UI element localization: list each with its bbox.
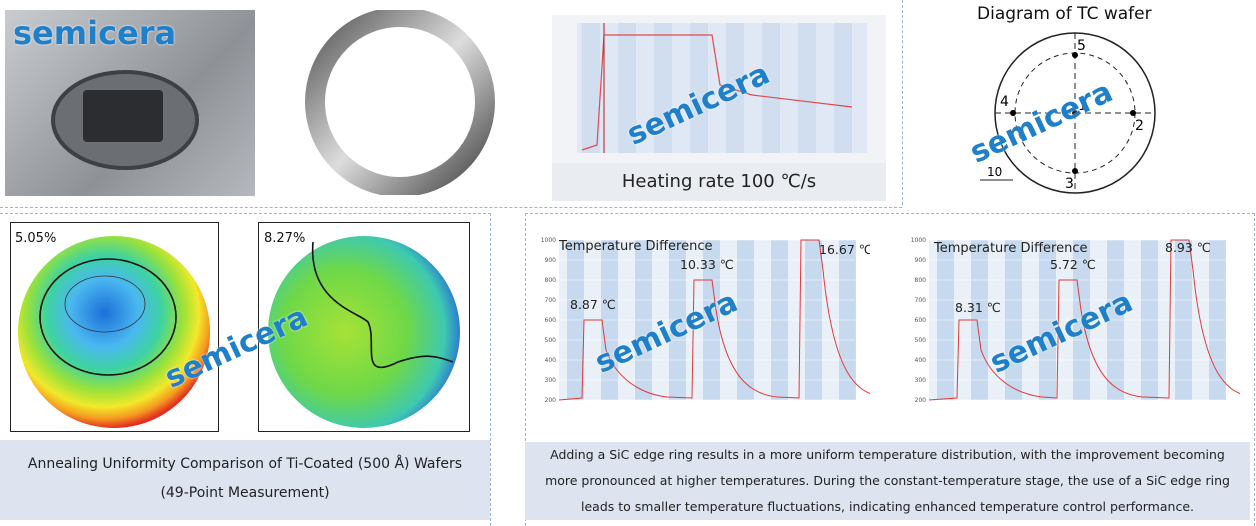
y-tick-label: 800: [915, 277, 927, 284]
heating-chart: [577, 23, 867, 153]
peak-label: 10.33 ℃: [680, 257, 734, 272]
diagram-label: 5: [1077, 38, 1086, 54]
separator: [0, 207, 902, 208]
y-tick-label: 700: [545, 297, 557, 304]
logo: semicera: [13, 14, 177, 52]
caption-line: (49-Point Measurement): [160, 485, 330, 501]
y-tick-label: 700: [915, 297, 927, 304]
map-label: 8.27%: [264, 231, 305, 246]
y-tick-label: 200: [915, 397, 927, 404]
y-tick-label: 800: [545, 277, 557, 284]
diagram-title: Diagram of TC wafer: [977, 4, 1152, 24]
y-tick-label: 200: [545, 397, 557, 404]
diagram-label: 1: [1078, 98, 1087, 114]
temperature-curve: [928, 239, 1240, 401]
plot-title: Temperature Difference: [933, 241, 1088, 256]
caption-line: Annealing Uniformity Comparison of Ti-Co…: [27, 456, 463, 472]
y-tick-label: 900: [545, 257, 557, 264]
maps-panel: [0, 213, 491, 526]
plots-panel: [525, 213, 1255, 526]
temperature-curve: [558, 239, 870, 401]
stripe: [654, 23, 672, 153]
stripe: [618, 23, 636, 153]
plot-title: Temperature Difference: [558, 239, 713, 254]
diagram-label: 4: [1000, 94, 1009, 110]
y-tick-label: 1000: [911, 237, 926, 244]
y-tick-label: 300: [915, 377, 927, 384]
chamber-drawing: [51, 70, 199, 170]
maps-caption: Annealing Uniformity Comparison of Ti-Co…: [0, 440, 490, 520]
uniformity-map: 8.27%: [258, 222, 470, 432]
temperature-plot: 1000 900 800 700 600 500 400 300 200 Temperature …: [911, 237, 1240, 404]
peak-label: 8.31 ℃: [955, 300, 1001, 315]
diagram-panel: Diagram of TC wafer 1 2 3 4 5 10 semicer…: [965, 0, 1175, 205]
y-tick-label: 400: [915, 357, 927, 364]
y-tick-label: 900: [915, 257, 927, 264]
peak-label: 5.72 ℃: [1050, 257, 1096, 272]
stripe: [582, 23, 600, 153]
separator: [902, 0, 903, 205]
chamber-photo: semicera: [5, 10, 255, 196]
y-tick-label: 500: [915, 337, 927, 344]
y-tick-label: 600: [915, 317, 927, 324]
stripe: [798, 23, 816, 153]
y-tick-label: 1000: [541, 237, 556, 244]
tc-diagram: 1 2 3 4 5 10: [980, 32, 1156, 194]
y-tick-label: 400: [545, 357, 557, 364]
stripe: [834, 23, 852, 153]
peak-label: 8.93 ℃: [1165, 240, 1211, 255]
peak-label: 8.87 ℃: [570, 297, 616, 312]
peak-label: 16.67 ℃: [819, 242, 870, 257]
stripe: [690, 23, 708, 153]
heating-panel: semicera Heating rate 100 ℃/s: [552, 15, 886, 201]
stripe: [762, 23, 780, 153]
y-tick-label: 600: [545, 317, 557, 324]
y-tick-label: 500: [545, 337, 557, 344]
ring-image: [305, 10, 495, 195]
diagram-label: 2: [1135, 118, 1144, 134]
uniformity-map: 5.05%: [10, 222, 219, 432]
heating-caption: Heating rate 100 ℃/s: [552, 163, 886, 201]
temperature-plot: 1000 900 800 700 600 500 400 300 200 Temperature …: [541, 237, 870, 404]
stripe: [726, 23, 744, 153]
map-label: 5.05%: [15, 231, 56, 246]
diagram-label: 10: [987, 165, 1002, 179]
plots-caption: Adding a SiC edge ring results in a more…: [525, 442, 1250, 520]
y-tick-label: 300: [545, 377, 557, 384]
diagram-label: 3: [1065, 176, 1074, 192]
